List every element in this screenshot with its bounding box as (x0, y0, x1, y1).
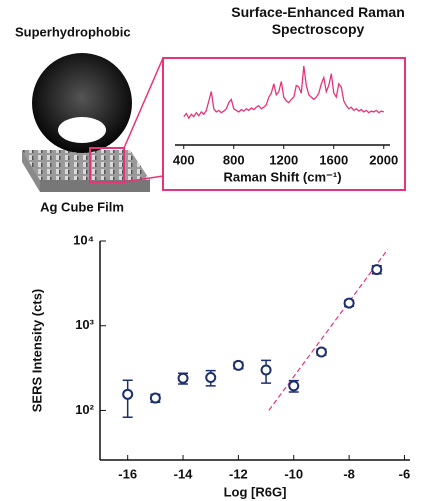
illustration (22, 53, 406, 192)
data-point (177, 372, 189, 384)
droplet (32, 53, 132, 153)
spectrum-line (183, 65, 384, 120)
x-axis-label: Raman Shift (cm⁻¹) (223, 169, 341, 184)
data-point (232, 359, 244, 371)
data-point (260, 364, 272, 376)
x-tick-label: 2000 (369, 152, 398, 167)
zoom-box (89, 147, 125, 183)
illustration-title: Superhydrophobic (15, 24, 131, 39)
x-tick-label: -10 (284, 466, 303, 481)
x-tick-label: 400 (173, 152, 195, 167)
spectrum-title: Surface-Enhanced Raman Spectroscopy (231, 4, 405, 37)
zoom-line (123, 57, 164, 149)
x-tick-label: 800 (223, 152, 245, 167)
data-point (343, 297, 355, 309)
illustration-caption: Ag Cube Film (40, 199, 124, 214)
x-tick-label: -8 (343, 466, 355, 481)
x-tick-label: 1200 (269, 152, 298, 167)
droplet-highlight (58, 117, 106, 143)
substrate (22, 150, 150, 180)
x-tick-label: -6 (399, 466, 411, 481)
data-point (122, 388, 134, 400)
spectrum-frame (162, 57, 406, 191)
x-tick-label: -14 (174, 466, 194, 481)
data-point (149, 392, 161, 404)
data-point (288, 380, 300, 392)
x-tick-label: -12 (229, 466, 248, 481)
x-tick-label: -16 (118, 466, 137, 481)
substrate-side (22, 150, 40, 192)
y-tick-label: 10⁴ (73, 232, 94, 247)
x-axis-label: Log [R6G] (224, 484, 287, 499)
y-tick-label: 10² (75, 402, 94, 417)
data-point (205, 371, 217, 383)
y-tick-label: 10³ (75, 317, 94, 332)
fit-line (268, 248, 389, 411)
x-tick-label: 1600 (319, 152, 348, 167)
data-point (315, 346, 327, 358)
y-axis-label: SERS Intensity (cts) (29, 289, 44, 413)
zoom-line (123, 175, 164, 183)
data-point (371, 264, 383, 276)
